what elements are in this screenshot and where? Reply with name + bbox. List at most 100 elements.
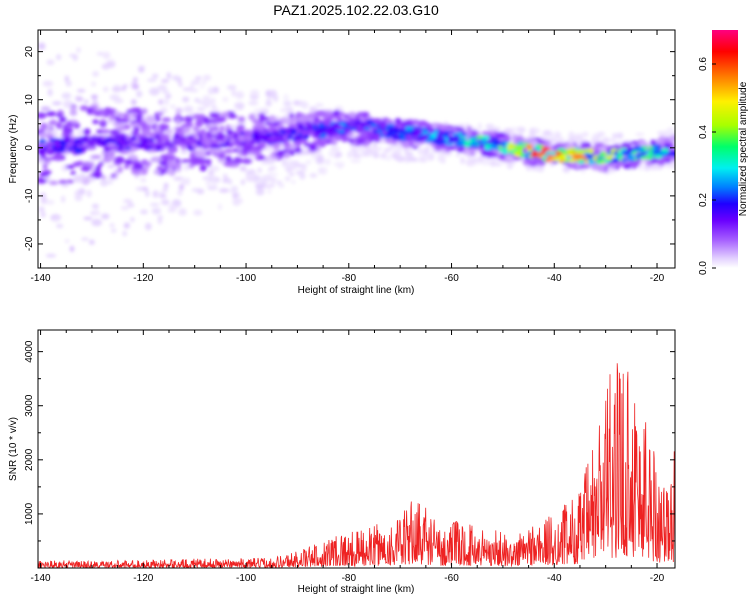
heatmap-cell [82, 142, 89, 148]
heatmap-cell [264, 145, 273, 152]
heatmap-cell [46, 141, 55, 146]
heatmap-cell [38, 149, 46, 155]
heatmap-cell [122, 230, 127, 237]
heatmap-cell [226, 84, 237, 91]
y-tick-label: -10 [24, 188, 35, 203]
heatmap-cell [83, 216, 93, 220]
heatmap-cell [414, 138, 422, 143]
colorbar-label: Normalized spectral amplitude [738, 81, 749, 216]
heatmap-cell [81, 237, 89, 241]
heatmap-cell [275, 125, 284, 130]
colorbar: 0.0 0.2 0.4 0.6 Normalized spectral amplitu… [698, 30, 749, 275]
heatmap-cell [447, 140, 453, 144]
heatmap-cell [387, 130, 393, 135]
x-tick-label: -100 [236, 273, 256, 284]
heatmap-cell [46, 145, 53, 150]
heatmap-cell [138, 135, 147, 139]
heatmap-cell [282, 140, 291, 148]
heatmap-cell [257, 167, 262, 173]
heatmap-cell [188, 88, 199, 93]
heatmap-cell [154, 144, 164, 149]
heatmap-cell [151, 73, 159, 79]
heatmap-cell [548, 138, 558, 143]
heatmap-cell [201, 139, 207, 145]
heatmap-cell [189, 152, 195, 159]
heatmap-cell [233, 133, 239, 139]
heatmap-cell [175, 157, 181, 164]
heatmap-cell [264, 121, 271, 126]
heatmap-cell [131, 140, 141, 144]
heatmap-cell [603, 158, 610, 163]
heatmap-cell [107, 180, 114, 185]
heatmap-cell [110, 173, 116, 178]
heatmap-cell [250, 89, 260, 97]
heatmap-cell [177, 190, 183, 196]
heatmap-cell [151, 156, 161, 163]
heatmap-cell [202, 99, 214, 106]
heatmap-cell [207, 87, 215, 95]
heatmap-cell [291, 180, 296, 184]
heatmap-cell [301, 129, 309, 136]
heatmap-cell [503, 128, 513, 135]
heatmap-cell [253, 145, 264, 151]
heatmap-cell [135, 186, 145, 191]
heatmap-cell [225, 140, 230, 145]
heatmap-cell [40, 211, 46, 218]
heatmap-cell [196, 188, 205, 195]
heatmap-cell [56, 113, 63, 118]
heatmap-cell [316, 154, 324, 161]
heatmap-cell [463, 141, 471, 148]
heatmap-cell [384, 147, 392, 153]
x-tick-label: -40 [547, 573, 562, 584]
heatmap-cell [349, 144, 355, 148]
heatmap-cell [330, 146, 341, 151]
snr-panel: -140 -120 -100 -80 -60 -40 -20 1000 2000 3000 400… [8, 329, 676, 595]
heatmap-cell [212, 108, 218, 113]
heatmap-cell [77, 89, 86, 93]
heatmap-cell [629, 141, 640, 145]
heatmap-cell [171, 75, 180, 81]
heatmap-cell [183, 164, 190, 171]
heatmap-cell [531, 154, 539, 158]
heatmap-cell [278, 129, 284, 133]
heatmap-cell [617, 132, 624, 139]
heatmap-cell [252, 118, 261, 125]
heatmap-cell [283, 161, 291, 169]
heatmap-cell [376, 129, 384, 134]
heatmap-cell [284, 175, 291, 182]
heatmap-cell [112, 122, 124, 127]
heatmap-cell [84, 140, 95, 144]
heatmap-cell [206, 119, 218, 124]
heatmap-cell [266, 98, 272, 106]
heatmap-cell [182, 96, 190, 103]
heatmap-cell [502, 149, 508, 155]
heatmap-cell [210, 175, 217, 181]
heatmap-cell [199, 165, 207, 172]
heatmap-cell [463, 149, 470, 155]
heatmap-cell [669, 134, 675, 143]
heatmap-cell [626, 155, 632, 159]
heatmap-cell [621, 158, 628, 163]
heatmap-cell [508, 142, 513, 146]
heatmap-cell [180, 150, 189, 155]
heatmap-cell [319, 127, 326, 132]
heatmap-cell [455, 141, 464, 148]
heatmap-cell [321, 111, 331, 120]
heatmap-cell [405, 129, 411, 135]
heatmap-cell [287, 123, 299, 128]
heatmap-cell [48, 180, 59, 185]
heatmap-cell [498, 148, 504, 153]
heatmap-cell [165, 93, 172, 99]
heatmap-cell [267, 172, 278, 176]
heatmap-cell [295, 170, 304, 175]
heatmap-cell [255, 137, 262, 144]
heatmap-cell [38, 178, 48, 184]
heatmap-cell [111, 87, 122, 92]
x-tick-label: -40 [547, 273, 562, 284]
heatmap-cell [58, 116, 67, 123]
x-tick-label: -120 [133, 573, 153, 584]
heatmap-cell [397, 128, 406, 133]
heatmap-cell [530, 165, 536, 171]
heatmap-cell [260, 177, 271, 181]
heatmap-cell [237, 116, 246, 123]
